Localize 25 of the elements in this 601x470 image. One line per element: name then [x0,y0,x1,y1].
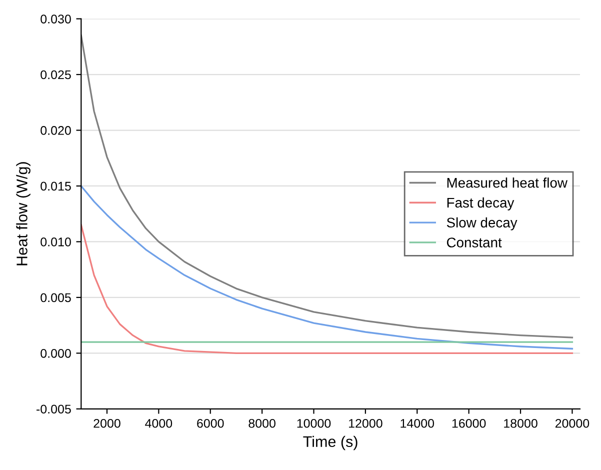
legend-label: Measured heat flow [447,178,568,188]
legend-label: Constant [446,238,502,248]
y-tick-label: 0.015 [40,182,71,191]
x-tick-label: 10000 [297,418,331,428]
y-tick-label: 0.025 [40,70,71,80]
y-tick-label: 0.020 [40,126,71,135]
x-tick-label: 14000 [400,418,434,428]
legend-label: Fast decay [447,197,514,210]
y-axis-title: Heat flow (W/g) [16,162,30,266]
y-tick-label: -0.005 [36,404,71,414]
line-series [81,34,574,338]
x-tick-label: 6000 [197,418,224,428]
y-tick-label: 0.030 [40,14,71,24]
y-tick-label: 0.005 [40,293,71,302]
x-tick-label: 8000 [248,418,276,428]
x-tick-label: 20000 [555,418,590,428]
x-tick-label: 4000 [145,418,172,428]
y-tick-label: 0.010 [40,238,71,246]
legend-label: Slow decay [446,217,518,230]
x-tick-label: 16000 [452,418,486,428]
y-tick-label: 0.000 [40,348,71,358]
x-tick-label: 12000 [349,418,382,428]
x-tick-label: 18000 [504,418,538,428]
x-axis-title: Time (s) [303,436,358,450]
x-tick-label: 2000 [94,418,120,428]
